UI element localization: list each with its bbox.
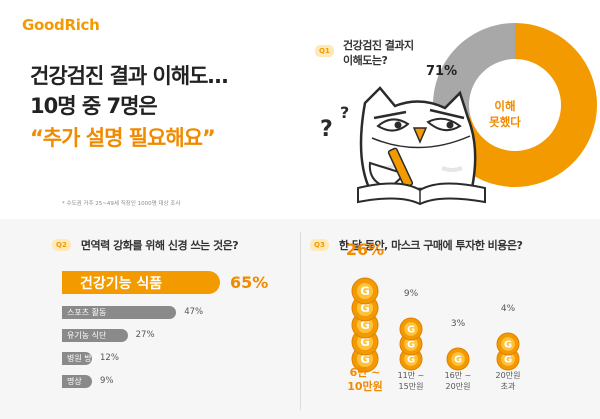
svg-text:G: G [407,355,415,366]
q1-badge: Q1 [315,40,334,59]
q2-header: Q2 면역력 강화를 위해 신경 쓰는 것은? [52,234,239,253]
q1-unknown-label-line-2: 못했다 [489,115,521,129]
coin-stack: GGG [399,317,423,371]
coin-percent-label: 4% [500,304,516,314]
bar-value-label: 9% [100,376,114,386]
bar [62,271,220,294]
bar [62,329,128,342]
owl-eyes [373,108,465,132]
svg-text:G: G [407,340,415,351]
coin-category-label: 16만 ~20만원 [444,371,472,391]
coin-category-label: 20만원 초과 [495,371,521,391]
q3-header: Q3 한 달 동안, 마스크 구매에 투자한 비용은? [310,234,523,253]
headline-line-1: 건강검진 결과 이해도… [30,64,229,88]
svg-text:G: G [407,325,415,336]
coin-percent-label: 9% [403,289,419,299]
bar [62,306,177,319]
bar-category-label: 명상 [67,377,82,386]
coin-percent-label: 3% [450,319,466,329]
coin-category-label: 11만 ~15만원 [397,371,425,391]
q1-question-line-2: 이해도는? [343,54,388,67]
donut-slice [435,23,597,187]
q1-unknown-label-line-1: 이해 [494,99,516,113]
coin-stack: GG [496,332,520,371]
coin-category-label: 6만 ~10만원 [347,366,383,393]
svg-text:G: G [360,352,370,366]
bar-value-label: 27% [135,330,155,340]
q2-bar-chart: 건강기능 식품 65% 스포츠 활동 47% 유기농 식단 27% 병원 방문 12% 명상 9% [62,271,269,388]
q3-badge: Q3 [310,238,329,251]
svg-text:G: G [504,355,512,366]
svg-text:G: G [360,284,370,298]
headline-line-3: “추가 설명 필요해요” [30,126,216,150]
svg-text:G: G [360,335,370,349]
coin-percent-label: 26% [345,240,385,259]
q2-question: 면역력 강화를 위해 신경 쓰는 것은? [80,238,239,252]
bar-value-label: 12% [100,353,119,363]
svg-text:G: G [504,340,512,351]
question-mark-icon: ? [340,103,349,122]
brand-logo: GoodRich [22,16,100,34]
svg-text:G: G [360,301,370,315]
coin-stack: G [446,347,470,371]
question-mark-icon: ? [320,117,333,142]
bar [62,375,92,388]
q3-question: 한 달 동안, 마스크 구매에 투자한 비용은? [338,238,523,252]
bar-value-label: 65% [230,273,269,292]
survey-footnote: * 수도권 거주 25~49세 직장인 1000명 대상 조사 [62,201,181,207]
bar-category-label: 스포츠 활동 [67,308,107,317]
panel-divider [300,232,301,410]
owl-beak [412,127,428,144]
q1-question-line-1: 건강검진 결과지 [343,39,414,52]
owl-mascot-illustration: ? ? [320,86,486,206]
headline-line-2: 10명 중 7명은 [30,94,158,118]
q1-percent-label: 71% [426,64,458,79]
book-icon [357,182,486,206]
svg-text:G: G [454,355,462,366]
q2-badge: Q2 [52,238,71,251]
svg-text:G: G [360,318,370,332]
bar-category-label: 유기농 식단 [67,331,107,340]
bar-value-label: 47% [184,307,204,317]
bar-category-label: 건강기능 식품 [80,276,163,292]
q1-question: 건강검진 결과지 이해도는? [343,38,414,68]
bar-category-label: 병원 방문 [67,354,99,363]
bar [62,352,92,365]
q1-unknown-label: 이해 못했다 [480,98,530,130]
